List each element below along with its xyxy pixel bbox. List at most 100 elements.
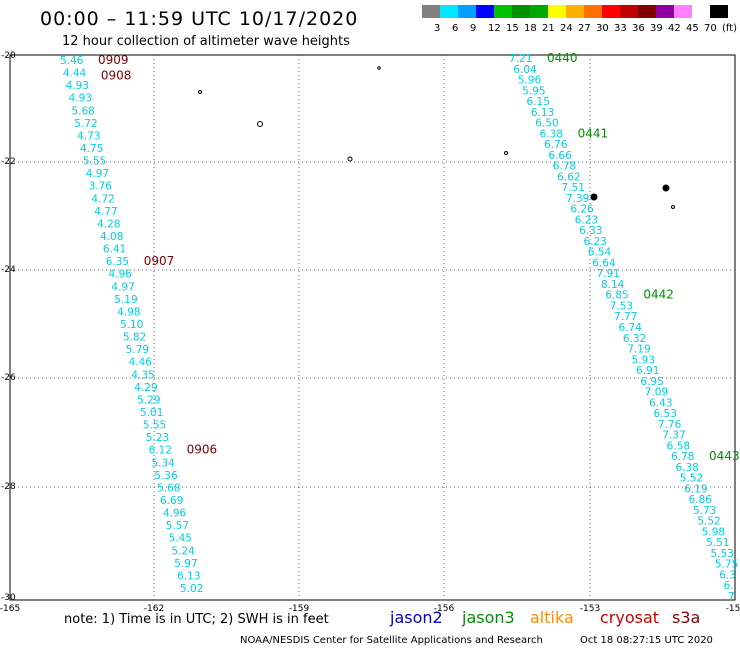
footnote: note: 1) Time is in UTC; 2) SWH is in fe… bbox=[64, 612, 329, 627]
left-swh-label: 3.76 bbox=[89, 181, 113, 193]
left-swh-label: 4.28 bbox=[97, 218, 120, 230]
legend-label: 45 bbox=[686, 23, 699, 34]
right-swh-label: 7.09 bbox=[645, 387, 668, 399]
right-swh-label: 7.21 bbox=[509, 53, 532, 65]
islands bbox=[198, 66, 675, 209]
right-swh-label: 6.54 bbox=[588, 247, 612, 259]
left-swh-label: 4.97 bbox=[111, 281, 134, 293]
left-swh-label: 5.01 bbox=[140, 407, 163, 419]
right-swh-label: 6.15 bbox=[527, 96, 550, 108]
right-swh-label: 6.91 bbox=[636, 365, 659, 377]
right-swh-label: 6.53 bbox=[654, 408, 677, 420]
right-swh-label: 6. bbox=[724, 580, 734, 592]
right-swh-label: 5.51 bbox=[706, 537, 729, 549]
left-swh-label: 4.29 bbox=[134, 382, 157, 394]
lat-tick-label: -28 bbox=[1, 482, 16, 492]
legend-swatch bbox=[548, 5, 566, 18]
legend-swatch bbox=[530, 5, 548, 18]
right-swh-label: 6.64 bbox=[592, 257, 616, 269]
left-swh-label: 6.13 bbox=[177, 570, 200, 582]
right-swh-label: 5.93 bbox=[632, 354, 655, 366]
left-swh-label: 6.41 bbox=[103, 244, 126, 256]
right-swh-label: 6.85 bbox=[605, 290, 628, 302]
left-swh-label: 4.46 bbox=[129, 357, 153, 369]
legend-label: 9 bbox=[470, 23, 477, 34]
lon-tick-label: -162 bbox=[144, 604, 164, 614]
right-swh-label: 5.75 bbox=[715, 559, 738, 571]
left-time-label: 0909 bbox=[98, 53, 129, 67]
legend-jason2: jason2 bbox=[390, 608, 443, 627]
legend-swatch bbox=[674, 5, 692, 18]
lon-tick-label: -156 bbox=[434, 604, 455, 614]
legend-jason3: jason3 bbox=[462, 608, 515, 627]
legend-swatch bbox=[494, 5, 512, 18]
right-swh-label: 6.50 bbox=[535, 118, 558, 130]
legend-label: 42 bbox=[668, 23, 681, 34]
island bbox=[504, 151, 508, 155]
lat-tick-label: -30 bbox=[1, 593, 16, 603]
legend-swatch bbox=[476, 5, 494, 18]
lon-tick-label: -165 bbox=[0, 604, 20, 614]
left-swh-label: 4.96 bbox=[109, 269, 133, 281]
right-swh-label: 6.33 bbox=[579, 225, 602, 237]
right-swh-label: 5.52 bbox=[697, 516, 720, 528]
island bbox=[590, 193, 598, 201]
legend-swatch bbox=[602, 5, 620, 18]
legend-label: 30 bbox=[596, 23, 609, 34]
right-swh-label: 6.62 bbox=[557, 171, 580, 183]
island bbox=[377, 66, 381, 70]
right-swh-label: 6.04 bbox=[513, 64, 537, 76]
left-swh-label: 4.93 bbox=[69, 93, 92, 105]
lat-tick-label: -24 bbox=[1, 265, 16, 275]
legend-swatch bbox=[620, 5, 638, 18]
left-swh-label: 5.55 bbox=[83, 156, 106, 168]
right-swh-label: 7.77 bbox=[614, 311, 637, 323]
right-swh-label: 6.38 bbox=[540, 128, 563, 140]
left-swh-label: 5.68 bbox=[71, 105, 94, 117]
left-swh-label: 5.82 bbox=[123, 332, 146, 344]
right-swh-label: 8.14 bbox=[601, 279, 625, 291]
legend-swatch bbox=[458, 5, 476, 18]
left-swh-label: 5.72 bbox=[74, 118, 97, 130]
left-swh-label: 6.12 bbox=[149, 445, 172, 457]
right-swh-label: 6.26 bbox=[570, 204, 594, 216]
right-swh-label: 5.73 bbox=[693, 505, 716, 517]
island bbox=[198, 90, 202, 94]
left-swh-label: 4.35 bbox=[131, 369, 154, 381]
chart-title: 00:00 – 11:59 UTC 10/17/2020 bbox=[40, 8, 359, 30]
right-swh-label: 5.53 bbox=[710, 548, 733, 560]
right-time-label: 0440 bbox=[547, 51, 578, 65]
right-time-label: 0442 bbox=[643, 288, 674, 302]
legend-label: 21 bbox=[542, 23, 555, 34]
right-swh-label: 5.96 bbox=[518, 75, 542, 87]
left-swh-label: 5.02 bbox=[180, 583, 203, 595]
left-swh-label: 4.75 bbox=[80, 143, 103, 155]
right-swh-label: 6.32 bbox=[623, 333, 646, 345]
legend-label: 15 bbox=[506, 23, 519, 34]
legend-label: (ft) bbox=[722, 23, 738, 34]
right-swh-label: 6.66 bbox=[548, 150, 572, 162]
left-swh-label: 4.93 bbox=[66, 80, 89, 92]
right-swh-label: 6.23 bbox=[575, 214, 598, 226]
island bbox=[662, 184, 670, 192]
left-swh-label: 5.79 bbox=[126, 344, 149, 356]
lat-tick-label: -22 bbox=[1, 157, 16, 167]
legend-label: 24 bbox=[560, 23, 573, 34]
island bbox=[671, 205, 675, 209]
left-swh-label: 5.36 bbox=[154, 470, 178, 482]
legend-swatch bbox=[584, 5, 602, 18]
right-swh-label: 6.76 bbox=[544, 139, 568, 151]
legend-swatch bbox=[512, 5, 530, 18]
left-swh-label: 4.96 bbox=[163, 508, 187, 520]
credit-line: NOAA/NESDIS Center for Satellite Applica… bbox=[240, 635, 543, 646]
map-grid bbox=[9, 54, 736, 601]
right-swh-label: 6.78 bbox=[671, 451, 694, 463]
left-swh-label: 5.29 bbox=[137, 394, 160, 406]
right-swh-label: 6.78 bbox=[553, 161, 576, 173]
left-swh-label: 4.72 bbox=[91, 193, 114, 205]
right-swh-label: 6.38 bbox=[675, 462, 698, 474]
left-swh-label: 5.68 bbox=[157, 482, 180, 494]
lat-tick-label: -26 bbox=[1, 373, 16, 383]
right-swh-label: 7.76 bbox=[658, 419, 682, 431]
